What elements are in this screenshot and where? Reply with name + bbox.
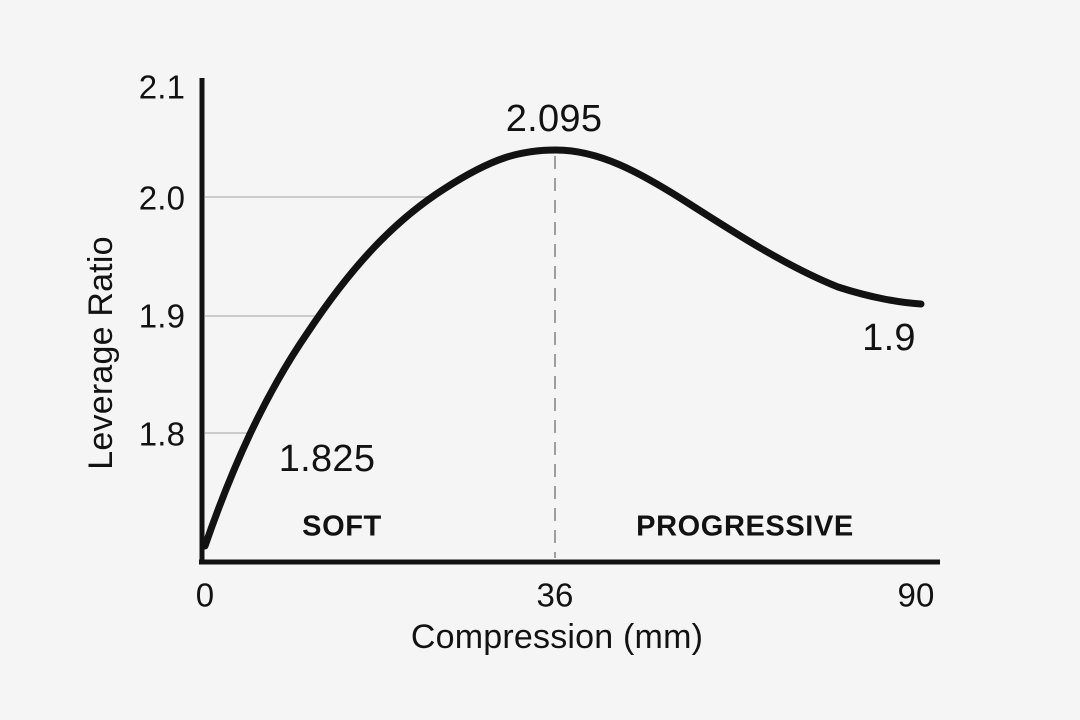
annotation-end-value: 1.9	[862, 317, 916, 359]
y-tick-2.0: 2.0	[138, 179, 186, 217]
zone-label-soft: SOFT	[302, 510, 382, 543]
y-axis-title: Leverage Ratio	[82, 236, 120, 470]
x-tick-36: 36	[536, 576, 574, 614]
y-tick-1.8: 1.8	[138, 415, 186, 453]
x-tick-90: 90	[897, 576, 935, 614]
zone-label-progressive: PROGRESSIVE	[636, 510, 854, 543]
leverage-curve	[201, 146, 925, 550]
y-tick-1.9: 1.9	[138, 297, 186, 335]
x-axis-title: Compression (mm)	[410, 618, 704, 656]
annotation-peak-value: 2.095	[505, 98, 603, 140]
y-tick-2.1: 2.1	[138, 68, 186, 106]
x-tick-0: 0	[195, 576, 215, 614]
annotation-start-value: 1.825	[278, 438, 376, 480]
